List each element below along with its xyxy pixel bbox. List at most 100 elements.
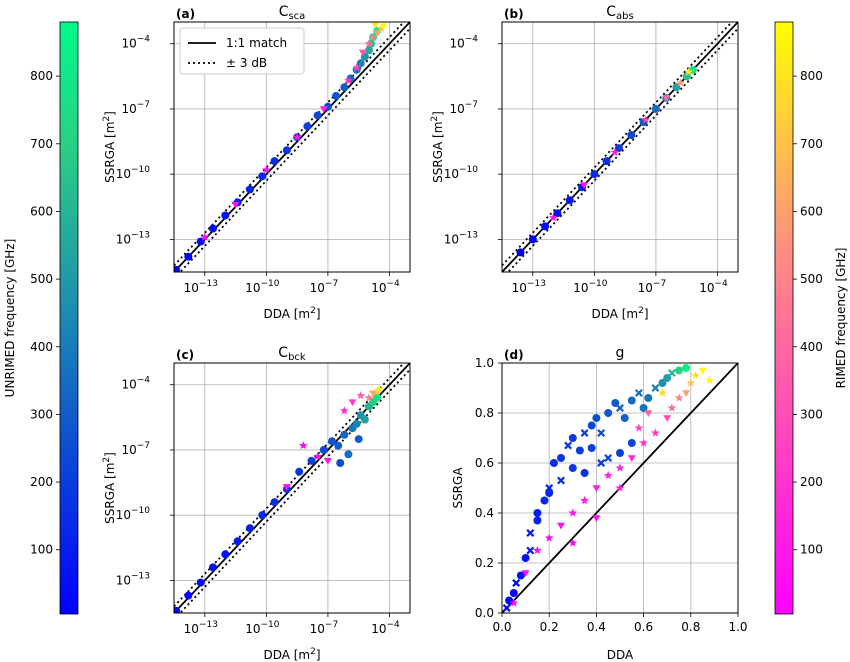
legend-entry-label: ± 3 dB — [226, 56, 267, 70]
data-point — [597, 429, 606, 437]
data-point — [663, 415, 672, 422]
colorbar-label: UNRIMED frequency [GHz] — [3, 239, 17, 398]
data-point — [615, 463, 625, 472]
data-point — [682, 390, 691, 397]
data-point — [614, 144, 623, 153]
axes-frame — [173, 21, 411, 273]
data-point — [364, 46, 373, 55]
data-point — [651, 384, 660, 392]
data-point — [568, 434, 577, 442]
y-tick-label: 10−4 — [121, 376, 150, 392]
data-point — [174, 265, 181, 272]
data-point — [557, 522, 565, 530]
axes-frame — [501, 362, 739, 614]
data-point — [590, 170, 599, 179]
y-tick-label: 10−10 — [116, 165, 151, 181]
minus-3db-line — [506, 27, 738, 272]
data-point — [627, 439, 636, 447]
data-point — [580, 469, 589, 477]
x-tick-label: 0.8 — [681, 620, 700, 634]
x-tick-label: 10−13 — [512, 279, 546, 295]
x-tick-label: 1.0 — [728, 620, 747, 634]
data-point — [592, 485, 601, 492]
data-point — [370, 22, 380, 28]
data-point — [258, 511, 267, 520]
panel-title: Cbck — [278, 345, 306, 363]
data-point — [354, 435, 363, 444]
data-point — [575, 446, 584, 455]
data-point — [358, 49, 367, 57]
y-tick-label: 10−13 — [116, 230, 150, 246]
data-point — [262, 165, 271, 174]
data-point — [319, 445, 328, 454]
panel-label: (c) — [176, 348, 194, 362]
data-point — [348, 399, 357, 407]
data-point — [319, 106, 328, 113]
data-point — [634, 389, 643, 397]
x-tick-label: 10−10 — [573, 279, 608, 295]
data-point — [641, 115, 650, 124]
colorbar-tick-label: 100 — [30, 543, 53, 557]
data-point — [603, 470, 613, 480]
data-point — [548, 213, 558, 222]
x-tick-label: 10−13 — [184, 279, 218, 295]
colorbar-bar — [774, 21, 794, 615]
data-point — [604, 454, 613, 462]
y-axis-label: SSRGA [m2] — [430, 111, 445, 183]
data-point — [616, 404, 624, 412]
data-point — [568, 538, 578, 547]
data-point — [610, 147, 620, 157]
panel-title: Cabs — [606, 4, 633, 22]
data-point — [221, 550, 230, 559]
x-axis-label: DDA — [607, 648, 634, 662]
y-tick-label: 10−7 — [121, 441, 150, 457]
data-point — [705, 375, 715, 385]
data-point — [364, 393, 374, 402]
data-point — [533, 509, 542, 517]
data-point — [533, 516, 542, 525]
data-point — [682, 364, 691, 372]
data-point — [323, 458, 332, 465]
data-point — [602, 157, 611, 166]
data-point — [303, 122, 312, 131]
panel-label: (d) — [504, 348, 524, 362]
data-point — [344, 76, 353, 85]
data-point — [553, 209, 562, 218]
data-point — [698, 367, 707, 375]
data-point — [564, 441, 573, 450]
data-point — [674, 393, 684, 402]
data-point — [634, 423, 644, 432]
data-point — [541, 222, 550, 231]
plot-area — [502, 22, 738, 272]
data-point — [521, 554, 530, 562]
colorbar-tick-label: 100 — [800, 543, 823, 557]
panel-label: (b) — [504, 7, 524, 21]
data-point — [684, 67, 694, 76]
data-point — [644, 394, 653, 402]
data-point — [565, 196, 574, 205]
data-point — [509, 589, 518, 597]
data-point — [545, 489, 554, 497]
data-point — [270, 157, 279, 166]
legend: 1:1 match ± 3 dB — [179, 27, 305, 75]
data-point — [352, 419, 361, 428]
y-tick-label: 0.8 — [475, 406, 494, 420]
data-point — [512, 579, 521, 587]
panel-d: 0.0 0.2 0.4 0.6 0.8 1.0 0.0 0.2 0.4 0.6 0.8 1.0 (d) g… — [451, 345, 748, 662]
y-tick-label: 10−7 — [121, 100, 150, 116]
x-tick-label: 0.6 — [634, 620, 653, 634]
data-point — [521, 570, 530, 577]
data-point — [587, 444, 596, 452]
panel-b: 10−13 10−10 10−7 10−4 10−13 10−10 10−7 10−4 (b) C… — [430, 4, 739, 321]
colorbar-tick-label: 300 — [800, 407, 823, 421]
colorbar-tick-label: 200 — [800, 475, 823, 489]
data-point — [340, 406, 349, 415]
data-point — [540, 496, 549, 505]
colorbar-rimed: 100 200 300 400 500 600 700 800 RIMED frequency … — [774, 21, 848, 615]
data-point — [627, 396, 636, 405]
data-point — [615, 483, 625, 492]
colorbar-tick-label: 500 — [30, 272, 53, 286]
panel-c: 10−13 10−10 10−7 10−4 10−13 10−10 10−7 10−4 (c) C… — [102, 345, 411, 662]
data-point — [233, 537, 242, 546]
